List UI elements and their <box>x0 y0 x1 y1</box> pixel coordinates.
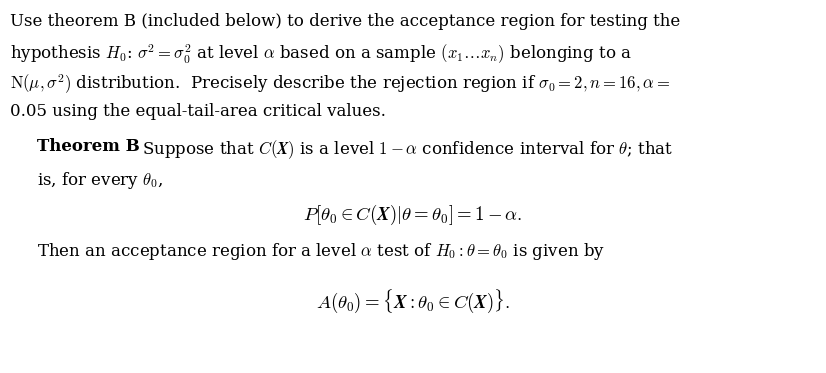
Text: Theorem B: Theorem B <box>37 138 140 155</box>
Text: Use theorem B (included below) to derive the acceptance region for testing the: Use theorem B (included below) to derive… <box>10 13 680 30</box>
Text: $P[\theta_0 \in C(\boldsymbol{X})|\theta = \theta_0] = 1 - \alpha.$: $P[\theta_0 \in C(\boldsymbol{X})|\theta… <box>303 203 523 228</box>
Text: $A(\theta_0) = \{\boldsymbol{X} : \theta_0 \in C(\boldsymbol{X})\}.$: $A(\theta_0) = \{\boldsymbol{X} : \theta… <box>316 287 510 314</box>
Text: $\mathrm{N}(\mu,\sigma^2)$ distribution.  Precisely describe the rejection regio: $\mathrm{N}(\mu,\sigma^2)$ distribution.… <box>10 73 670 96</box>
Text: Then an acceptance region for a level $\alpha$ test of $H_0 : \theta = \theta_0$: Then an acceptance region for a level $\… <box>37 241 605 261</box>
Text: 0.05 using the equal-tail-area critical values.: 0.05 using the equal-tail-area critical … <box>10 103 386 120</box>
Text: hypothesis $H_0$: $\sigma^2 = \sigma_0^2$ at level $\alpha$ based on a sample $(: hypothesis $H_0$: $\sigma^2 = \sigma_0^2… <box>10 43 632 66</box>
Text: is, for every $\theta_0$,: is, for every $\theta_0$, <box>37 170 164 191</box>
Text: Suppose that $C(\boldsymbol{X})$ is a level $1-\alpha$ confidence interval for $: Suppose that $C(\boldsymbol{X})$ is a le… <box>142 138 673 161</box>
